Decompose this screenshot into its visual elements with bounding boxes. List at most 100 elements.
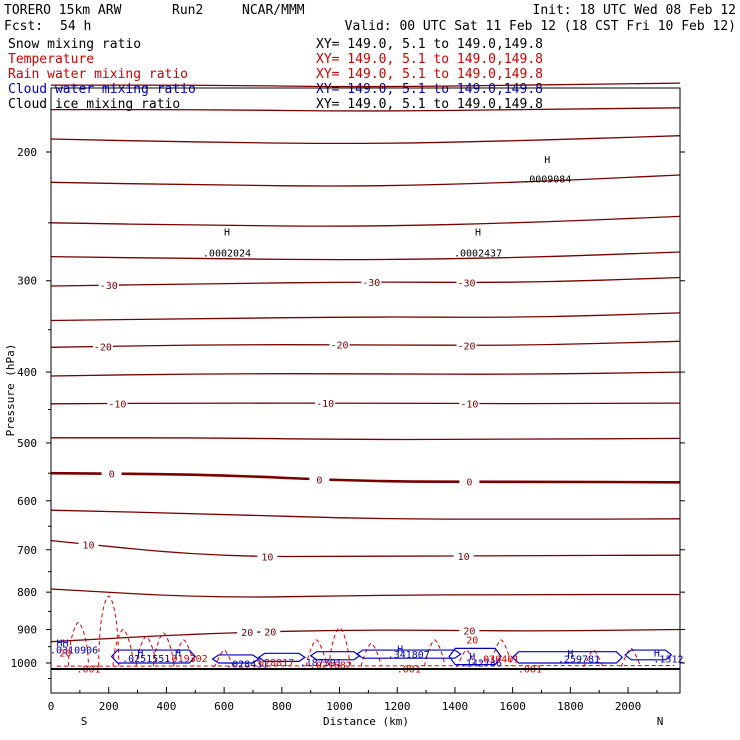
x-tick-label: 1800: [557, 700, 584, 713]
rain-contour: [620, 647, 642, 667]
y-tick-label: 300: [17, 275, 37, 288]
y-tick-label: 400: [17, 366, 37, 379]
isotherm-line: [50, 312, 681, 322]
isotherm-line: [50, 471, 681, 484]
isotherm-line: [50, 215, 681, 227]
contour-annotation: .0002024: [203, 249, 251, 260]
rain-contour: [490, 639, 512, 667]
y-tick-label: 700: [17, 544, 37, 557]
contour-annotation: H: [567, 649, 573, 660]
y-tick-label: 900: [17, 624, 37, 637]
contour-annotation: .1312: [653, 654, 683, 665]
legend-coords: XY= 149.0, 5.1 to 149.0,149.8: [316, 52, 543, 67]
rain-contour: [173, 639, 195, 667]
isotherm-label: -10: [108, 399, 126, 410]
cloud-water-contours: [110, 647, 673, 666]
contour-annotation: 20: [59, 649, 71, 660]
y-tick-label: 600: [17, 495, 37, 508]
rain-contour: [112, 629, 134, 667]
org-label: NCAR/MMM: [242, 3, 305, 18]
contour-annotation: .259781: [558, 654, 600, 665]
rain-contour: [98, 595, 120, 667]
plot-frame: [50, 87, 681, 694]
contour-annotation: H: [654, 649, 660, 660]
contour-annotation: .0002437: [454, 249, 502, 260]
isotherm-line: [50, 371, 681, 377]
x-tick-label: 600: [214, 700, 234, 713]
isotherm-label-bg: [260, 625, 281, 638]
isotherm-line: [50, 437, 681, 441]
rain-contour: [153, 632, 175, 667]
x-tick-label: 200: [99, 700, 119, 713]
contour-annotation: H: [475, 227, 481, 238]
isotherm-label-bg: [78, 538, 99, 551]
isotherm-line: [50, 174, 681, 187]
contour-annotation: 20: [466, 635, 478, 646]
isotherm-label: -10: [460, 400, 478, 411]
legend: Snow mixing ratio XY= 149.0, 5.1 to 149.0…: [8, 37, 543, 112]
rain-contour-base: [56, 665, 675, 667]
cloud-water-contour: [257, 652, 306, 663]
contour-annotation: .341807: [388, 650, 430, 661]
cloud-water-contour: [624, 649, 673, 661]
contour-annotation: .028817: [252, 658, 294, 669]
legend-coords: XY= 149.0, 5.1 to 149.0,149.8: [316, 97, 543, 112]
rain-contour: [305, 639, 327, 667]
legend-coords: XY= 149.0, 5.1 to 149.0,149.8: [316, 67, 543, 82]
isotherm-label-bg: [92, 340, 113, 353]
contour-annotation: H: [397, 645, 403, 656]
y-tick-label: 500: [17, 437, 37, 450]
contour-annotation: HH: [57, 639, 69, 650]
legend-entry: Snow mixing ratio: [8, 37, 141, 52]
isotherm-label-bg: [257, 550, 278, 563]
isotherm-label: 0: [466, 478, 472, 489]
isotherm-label-bg: [101, 467, 122, 480]
rain-contour: [67, 621, 89, 667]
isotherm-label: -30: [362, 278, 380, 289]
x-tick-label: 1000: [326, 700, 353, 713]
contour-annotation: .142736: [460, 658, 502, 669]
isotherm-label: 10: [82, 540, 94, 551]
north-endpoint-label: N: [657, 715, 664, 728]
rain-contour: [582, 649, 604, 668]
x-tick-label: 1200: [384, 700, 411, 713]
isotherm-label-bg: [459, 475, 480, 488]
x-axis-label: Distance (km): [323, 715, 409, 728]
isotherm-label: 10: [261, 552, 273, 563]
isotherm-line: [50, 340, 681, 348]
isotherm-label: -20: [457, 341, 475, 352]
contour-annotation: .028431: [226, 660, 268, 671]
cloud-water-contour: [448, 647, 502, 666]
cloud-water-contour: [511, 651, 624, 664]
contour-annotation: H: [175, 649, 181, 660]
isotherm-label-bg: [309, 473, 330, 486]
cloud-water-contour: [355, 649, 462, 659]
forecast-hour: 54 h: [60, 19, 91, 34]
legend-entry: Rain water mixing ratio: [8, 67, 188, 82]
rain-contour: [135, 636, 157, 667]
cloud-water-contour: [211, 654, 260, 664]
isotherm-line: [51, 82, 681, 88]
isotherm-label: -10: [316, 399, 334, 410]
isotherm-line: [50, 135, 681, 145]
cloud-water-contour: [110, 649, 197, 664]
contour-annotation: .0251551: [122, 654, 170, 665]
contour-annotation: .021682: [310, 661, 352, 672]
isotherm-label: 20: [463, 627, 475, 638]
isotherm-label-bg: [107, 397, 128, 410]
model-title: TORERO 15km ARW: [4, 3, 122, 18]
isotherm-line: [50, 251, 681, 261]
forecast-label: Fcst:: [4, 19, 43, 34]
isotherm-label-bg: [453, 549, 474, 562]
contour-annotation: H: [469, 652, 475, 663]
isotherm-label-bg: [329, 338, 350, 351]
isotherm-label-bg: [459, 624, 480, 637]
south-endpoint-label: S: [81, 715, 88, 728]
rain-contour: [360, 642, 382, 667]
contour-annotation: .030401: [477, 654, 519, 665]
x-tick-label: 800: [272, 700, 292, 713]
contour-annotation: H: [544, 155, 550, 166]
